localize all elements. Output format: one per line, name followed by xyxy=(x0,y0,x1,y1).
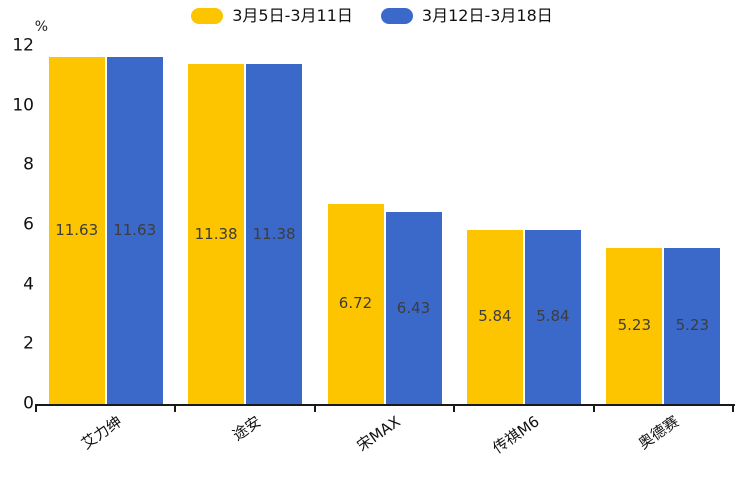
legend-swatch-week1 xyxy=(191,8,224,24)
bar-value-label: 11.63 xyxy=(113,221,157,239)
bar: 11.38 xyxy=(188,64,245,404)
bar-value-label: 5.23 xyxy=(617,316,651,335)
y-tick-label: 0 xyxy=(23,393,34,414)
legend-swatch-week2 xyxy=(380,8,413,24)
x-axis-tick xyxy=(732,404,734,412)
bar-value-label: 5.23 xyxy=(675,316,709,335)
legend-label-week2: 3月12日-3月18日 xyxy=(421,6,553,25)
bar-value-label: 5.84 xyxy=(478,307,512,326)
bar-value-label: 11.38 xyxy=(252,224,296,243)
x-category-label: 宋MAX xyxy=(353,412,404,455)
bar-value-label: 11.63 xyxy=(55,221,99,239)
x-category-label: 途安 xyxy=(229,412,265,445)
legend-item-week1[interactable]: 3月5日-3月11日 xyxy=(191,8,353,24)
legend-item-week2[interactable]: 3月12日-3月18日 xyxy=(380,6,553,25)
bar: 6.72 xyxy=(327,203,384,404)
x-category-label: 艾力绅 xyxy=(77,412,125,453)
y-tick-label: 4 xyxy=(23,274,34,295)
bar: 5.23 xyxy=(606,247,663,404)
bar: 6.43 xyxy=(385,212,442,404)
bar-value-label: 11.38 xyxy=(194,224,238,243)
x-axis-tick xyxy=(453,404,456,412)
bar-value-label: 6.72 xyxy=(338,294,373,313)
bar: 5.23 xyxy=(664,247,721,404)
bar-value-label: 5.84 xyxy=(536,307,570,326)
x-axis-tick xyxy=(35,404,37,412)
x-category-label: 奥德赛 xyxy=(635,412,683,453)
bar-value-label: 6.43 xyxy=(396,298,431,317)
bar: 11.63 xyxy=(48,57,105,404)
x-axis-line xyxy=(36,404,735,406)
legend: 3月5日-3月11日 3月12日-3月18日 xyxy=(0,8,744,24)
bar: 11.38 xyxy=(246,64,303,404)
x-category-label: 传祺M6 xyxy=(489,412,544,458)
bar: 5.84 xyxy=(524,229,581,404)
x-axis-tick xyxy=(313,404,316,412)
bar: 11.63 xyxy=(106,57,163,404)
y-tick-label: 10 xyxy=(12,95,34,116)
y-axis-unit-label: % xyxy=(34,19,48,35)
y-tick-label: 8 xyxy=(23,154,34,175)
y-tick-label: 12 xyxy=(12,35,34,56)
bar: 5.84 xyxy=(466,229,523,404)
x-axis-tick xyxy=(592,404,595,412)
y-tick-label: 2 xyxy=(23,333,34,354)
x-axis-tick xyxy=(174,404,177,412)
y-tick-label: 6 xyxy=(23,214,34,235)
legend-label-week1: 3月5日-3月11日 xyxy=(232,6,353,25)
